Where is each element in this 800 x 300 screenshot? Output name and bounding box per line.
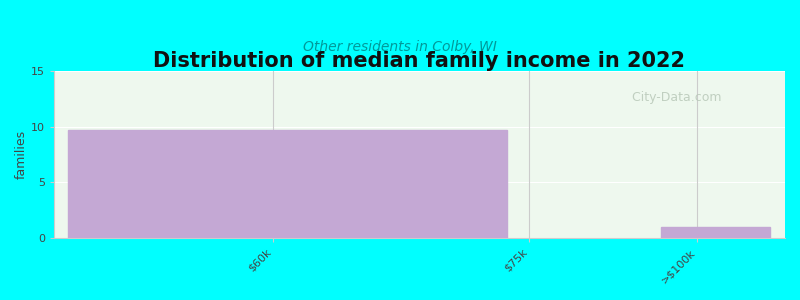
Bar — [69, 130, 507, 238]
Y-axis label: families: families — [15, 130, 28, 179]
Bar — [661, 227, 770, 238]
Text: Other residents in Colby, WI: Other residents in Colby, WI — [303, 40, 497, 53]
Title: Distribution of median family income in 2022: Distribution of median family income in … — [154, 51, 686, 71]
Text: City-Data.com: City-Data.com — [624, 91, 722, 104]
